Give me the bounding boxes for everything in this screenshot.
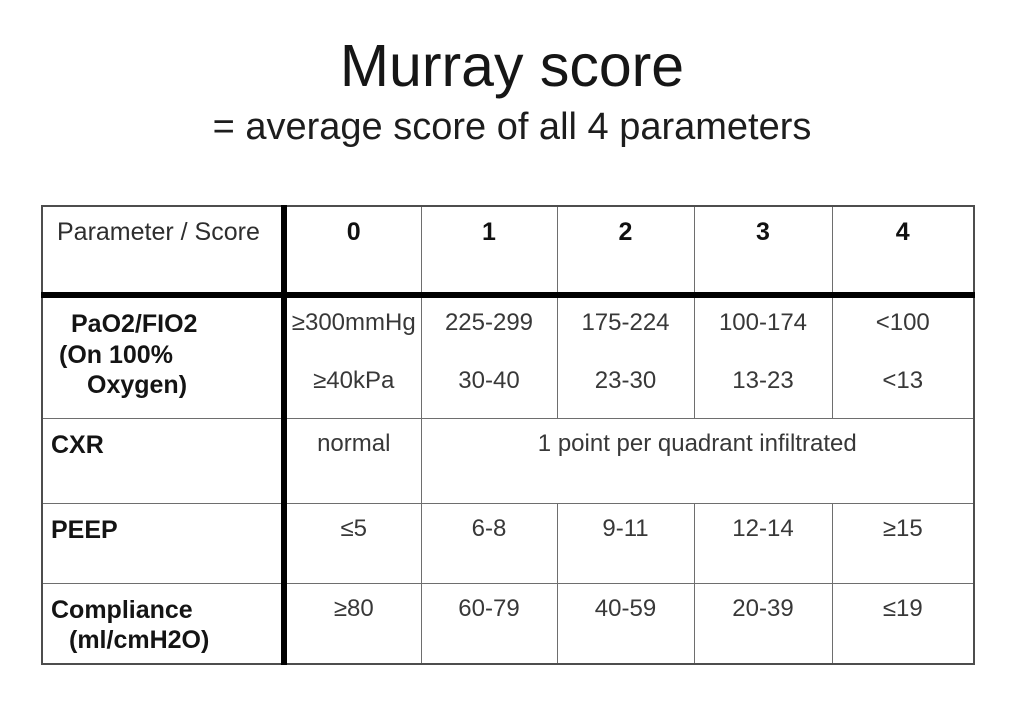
cell-pao2-score0: ≥300mmHg ≥40kPa <box>283 294 422 419</box>
cell-value: 60-79 <box>458 594 520 622</box>
cell-peep-score1: 6-8 <box>420 502 558 584</box>
cell-value: normal <box>317 429 391 457</box>
header-score-3: 3 <box>693 205 833 298</box>
param-line: (On 100% <box>59 340 173 369</box>
table-row-pao2-fio2: PaO2/FIO2 (On 100% Oxygen) ≥300mmHg ≥40k… <box>41 294 975 419</box>
cell-pao2-score2: 175-224 23-30 <box>556 294 695 419</box>
cell-value: 12-14 <box>732 514 794 542</box>
param-cell-cxr: CXR <box>41 417 287 504</box>
param-cell-peep: PEEP <box>41 502 287 584</box>
cell-value: 100-174 <box>718 309 808 336</box>
header-parameter-score: Parameter / Score <box>41 205 287 298</box>
cell-compliance-score2: 40-59 <box>556 582 695 665</box>
cell-peep-score3: 12-14 <box>693 502 833 584</box>
cell-value: ≥15 <box>882 514 923 542</box>
cell-peep-score2: 9-11 <box>556 502 695 584</box>
cell-pao2-score3: 100-174 13-23 <box>693 294 833 419</box>
cell-value: 20-39 <box>732 594 794 622</box>
cell-value: 175-224 <box>581 309 670 336</box>
param-line: PaO2/FIO2 <box>71 310 198 338</box>
header-score-0: 0 <box>283 205 422 298</box>
cell-pao2-score4: <100 <13 <box>831 294 975 419</box>
param-line: Oxygen) <box>87 371 188 399</box>
header-score-4: 4 <box>831 205 975 298</box>
cell-value: ≤19 <box>882 594 923 622</box>
header-score-2: 2 <box>556 205 695 298</box>
cell-value: 30-40 <box>458 366 520 394</box>
cell-value: 9-11 <box>602 514 649 542</box>
param-line: PEEP <box>51 515 118 544</box>
cell-compliance-score0: ≥80 <box>283 582 422 665</box>
cell-value: 6-8 <box>471 514 507 542</box>
cell-value: 23-30 <box>594 366 657 394</box>
table-row-cxr: CXR normal 1 point per quadrant infiltra… <box>41 417 975 504</box>
cell-value: <100 <box>875 309 930 336</box>
cell-value: 40-59 <box>594 594 657 622</box>
murray-score-table: Parameter / Score 0 1 2 3 4 PaO2/FIO2 (O… <box>41 205 975 665</box>
param-line: Compliance <box>51 595 193 624</box>
cell-peep-score0: ≤5 <box>283 502 422 584</box>
cell-value: ≤5 <box>340 514 368 542</box>
cell-compliance-score3: 20-39 <box>693 582 833 665</box>
cell-value: 1 point per quadrant infiltrated <box>537 429 857 457</box>
cell-compliance-score4: ≤19 <box>831 582 975 665</box>
page-subtitle: = average score of all 4 parameters <box>212 106 812 148</box>
cell-value: ≥300mmHg <box>291 309 416 336</box>
cell-value: 225-299 <box>444 309 534 336</box>
cell-peep-score4: ≥15 <box>831 502 975 584</box>
cell-value: ≥80 <box>333 594 374 622</box>
param-line: CXR <box>51 430 104 459</box>
cell-value: ≥40kPa <box>313 366 395 394</box>
cell-cxr-merged: 1 point per quadrant infiltrated <box>420 417 975 504</box>
table-header-row: Parameter / Score 0 1 2 3 4 <box>41 205 975 298</box>
param-line: (ml/cmH2O) <box>69 626 210 654</box>
cell-compliance-score1: 60-79 <box>420 582 558 665</box>
cell-pao2-score1: 225-299 30-40 <box>420 294 558 419</box>
table-row-peep: PEEP ≤5 6-8 9-11 12-14 ≥15 <box>41 502 975 584</box>
page-title: Murray score <box>339 33 685 99</box>
cell-value: <13 <box>882 366 924 394</box>
table-row-compliance: Compliance (ml/cmH2O) ≥80 60-79 40-59 20… <box>41 582 975 665</box>
param-cell-pao2-fio2: PaO2/FIO2 (On 100% Oxygen) <box>41 294 287 419</box>
header-score-1: 1 <box>420 205 558 298</box>
cell-value: 13-23 <box>732 366 794 394</box>
param-cell-compliance: Compliance (ml/cmH2O) <box>41 582 287 665</box>
cell-cxr-score0: normal <box>283 417 422 504</box>
